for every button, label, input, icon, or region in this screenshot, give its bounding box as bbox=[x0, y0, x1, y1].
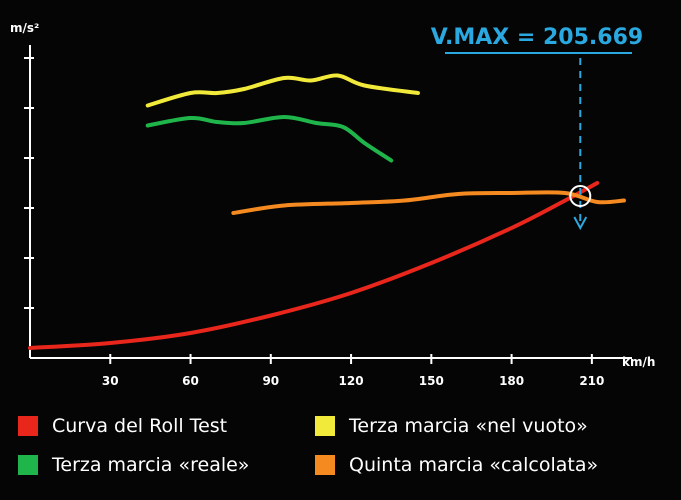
legend-swatch bbox=[315, 455, 335, 475]
legend-item-terza-reale: Terza marcia «reale» bbox=[18, 454, 249, 476]
x-tick-label: 120 bbox=[339, 374, 364, 388]
x-tick-label: 180 bbox=[499, 374, 524, 388]
legend-swatch bbox=[315, 416, 335, 436]
vmax-label: V.MAX = 205.669 bbox=[431, 25, 643, 50]
legend-label: Curva del Roll Test bbox=[52, 415, 228, 437]
y-axis-label: m/s² bbox=[10, 21, 39, 35]
series-line-3 bbox=[231, 190, 626, 215]
legend-swatch bbox=[18, 455, 38, 475]
chart-ticks: 30 60 90 120 150 180 210 bbox=[24, 57, 604, 388]
series-line-1 bbox=[145, 115, 394, 163]
vmax-annotation: V.MAX = 205.669 bbox=[431, 25, 643, 231]
chart-series bbox=[28, 73, 626, 350]
x-tick-label: 90 bbox=[262, 374, 279, 388]
x-tick-label: 60 bbox=[182, 374, 199, 388]
legend-label: Terza marcia «reale» bbox=[52, 454, 250, 476]
chart-axes: m/s² km/h bbox=[10, 21, 655, 369]
legend-item-quinta-calcolata: Quinta marcia «calcolata» bbox=[315, 454, 598, 476]
x-tick-label: 150 bbox=[419, 374, 444, 388]
x-tick-label: 210 bbox=[579, 374, 604, 388]
x-tick-label: 30 bbox=[102, 374, 119, 388]
series-line-2 bbox=[145, 73, 420, 108]
series-line-0 bbox=[28, 181, 600, 350]
legend-label: Quinta marcia «calcolata» bbox=[349, 454, 599, 476]
legend-label: Terza marcia «nel vuoto» bbox=[349, 415, 588, 437]
vmax-intersection-circle bbox=[569, 185, 592, 207]
x-axis-label: km/h bbox=[622, 355, 655, 369]
legend-item-terza-vuoto: Terza marcia «nel vuoto» bbox=[315, 415, 588, 437]
vmax-arrowhead bbox=[573, 216, 588, 231]
legend-item-roll-test: Curva del Roll Test bbox=[18, 415, 227, 437]
legend-swatch bbox=[18, 416, 38, 436]
